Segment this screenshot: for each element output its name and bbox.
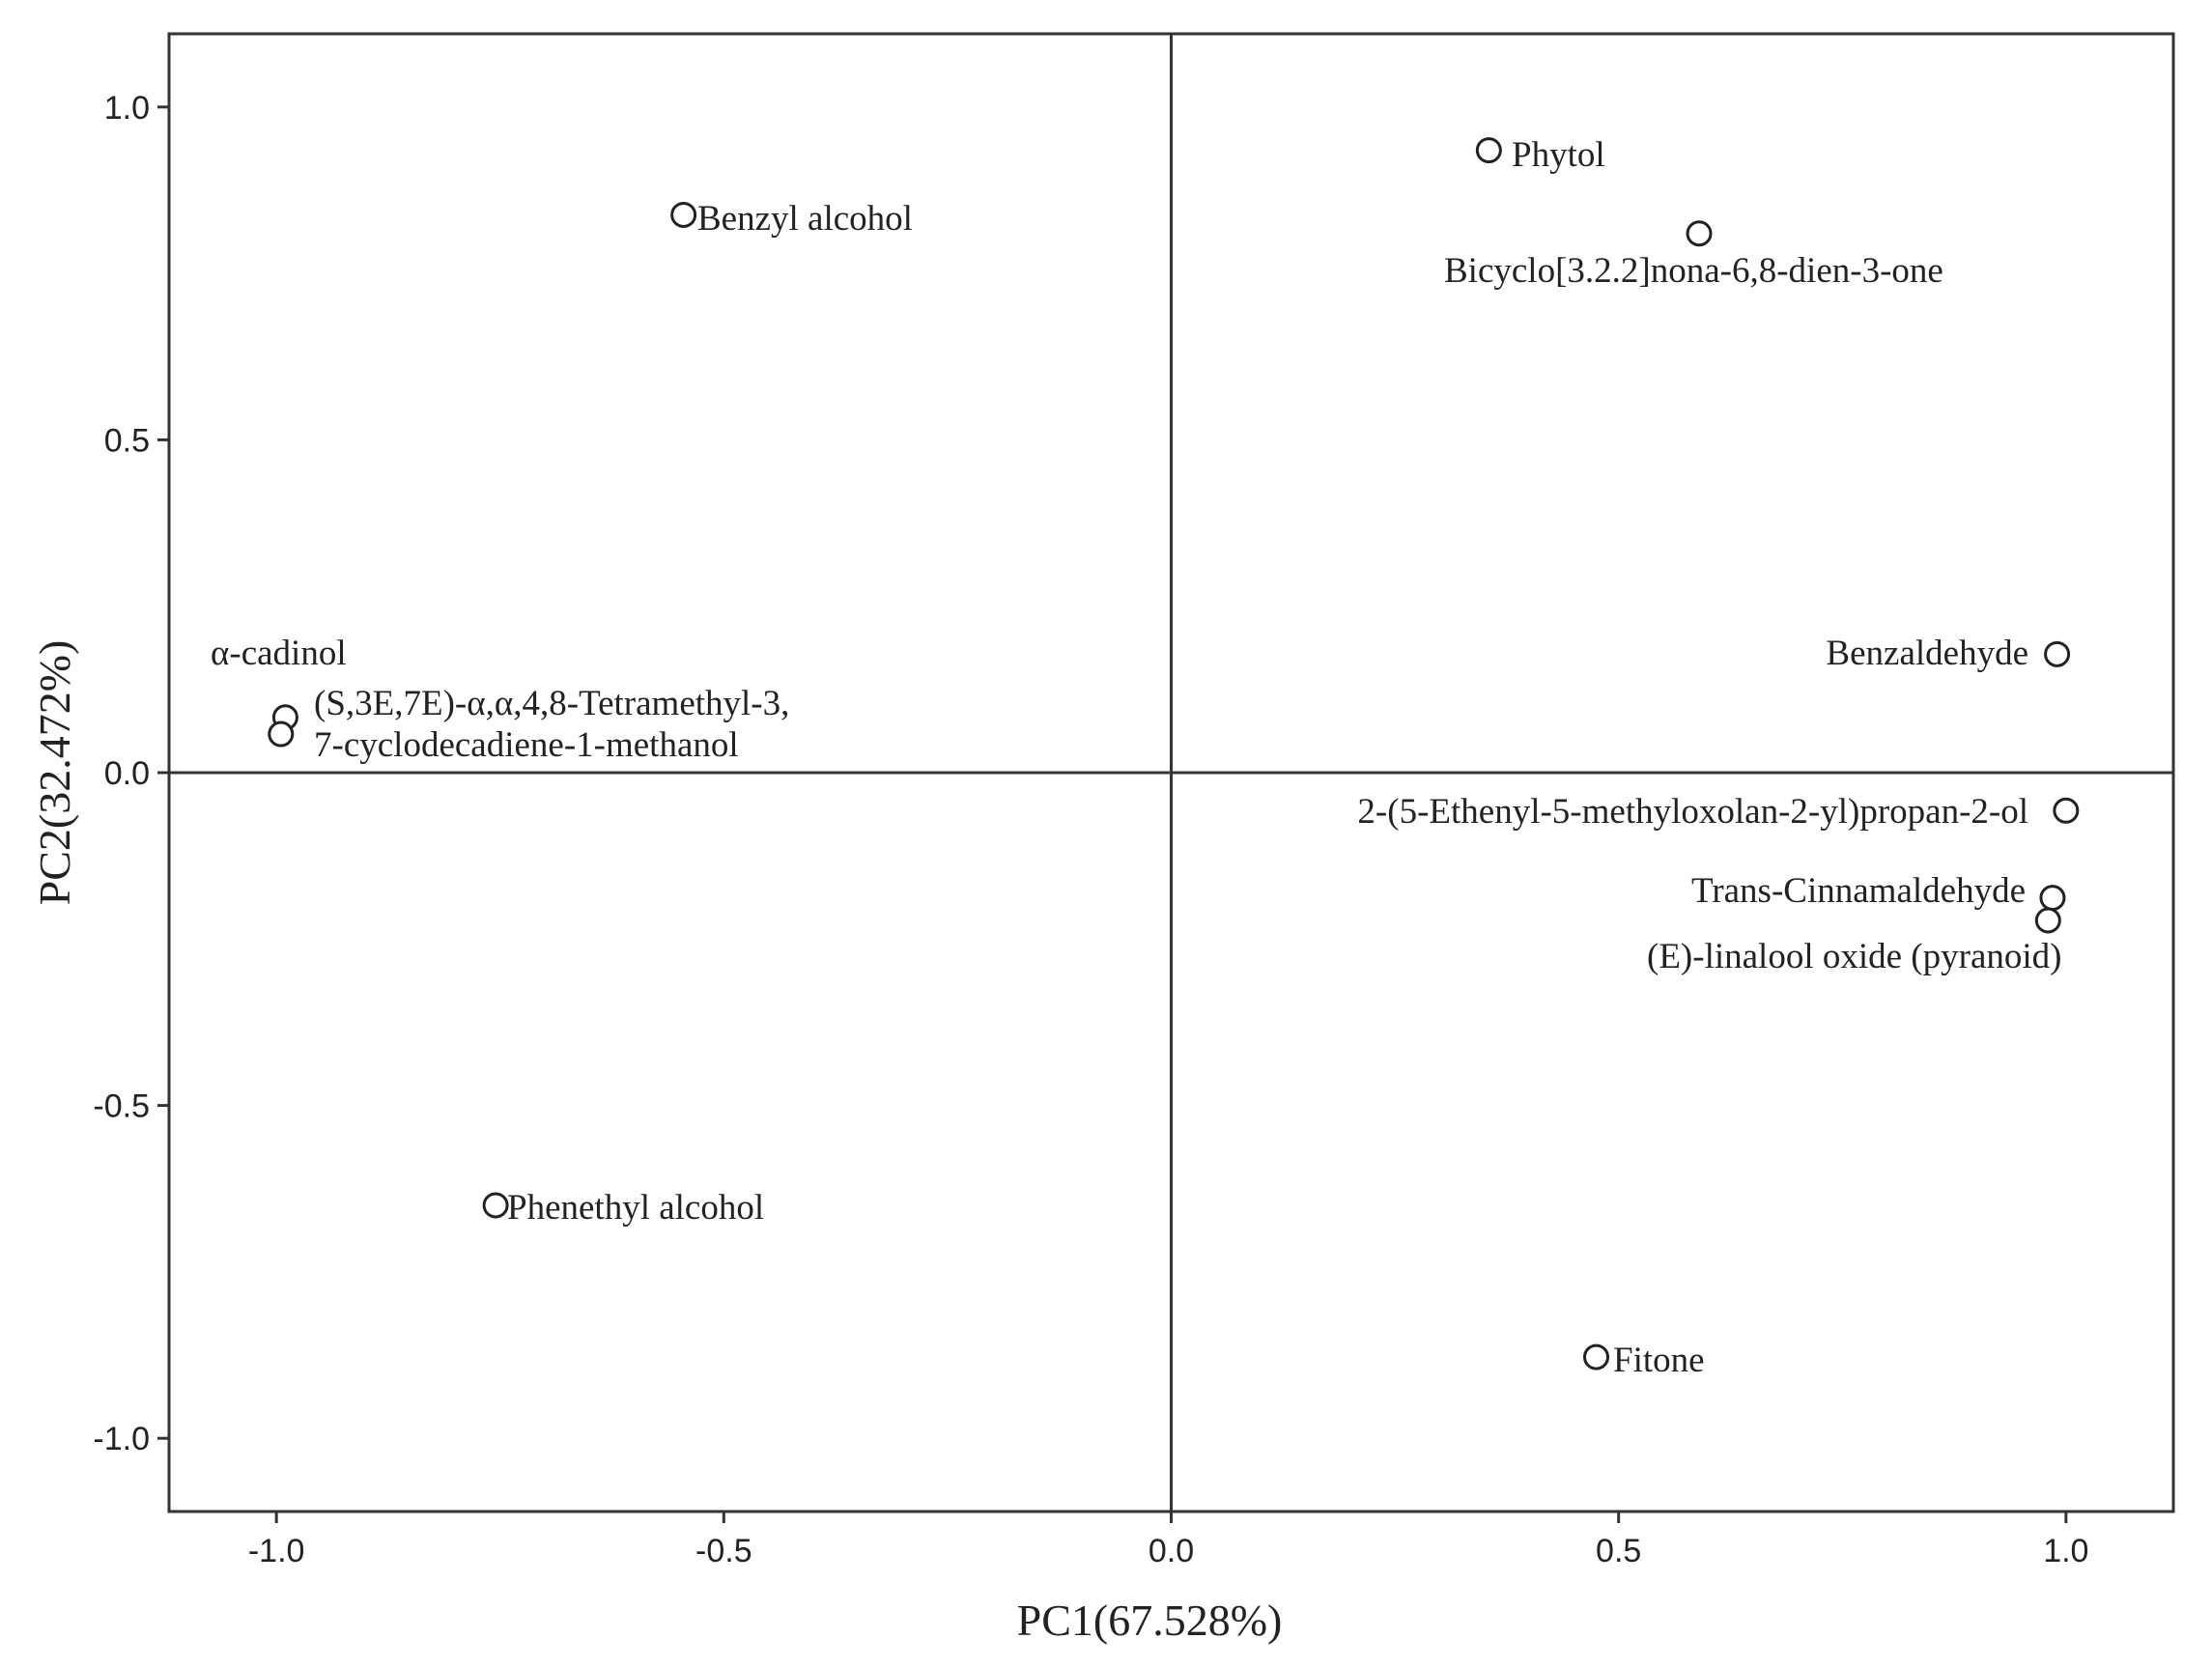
point-label: Bicyclo[3.2.2]nona-6,8-dien-3-one (1444, 251, 1943, 291)
data-point (2053, 797, 2080, 824)
data-point (2039, 885, 2066, 912)
data-points (268, 137, 2080, 1370)
y-tick-label: 1.0 (104, 90, 150, 127)
data-point (268, 720, 295, 748)
y-tick-label: 0.0 (104, 755, 150, 792)
point-label: Fitone (1613, 1341, 1705, 1380)
data-point (1583, 1343, 1610, 1370)
x-tick-label: -1.0 (248, 1533, 305, 1569)
y-axis-ticks: 1.0 0.5 0.0 -0.5 -1.0 (93, 90, 169, 1457)
point-label: Phytol (1512, 135, 1605, 175)
point-label: Trans-Cinnamaldehyde (1691, 871, 2026, 911)
y-axis-title: PC2(32.472%) (30, 640, 79, 906)
point-label: (E)-linalool oxide (pyranoid) (1647, 937, 2061, 976)
point-label: α-cadinol (211, 634, 347, 673)
data-point (2044, 640, 2071, 667)
x-axis-title: PC1(67.528%) (1017, 1596, 1283, 1645)
point-label: (S,3E,7E)-α,α,4,8-Tetramethyl-3, (314, 684, 789, 723)
point-label: Phenethyl alcohol (507, 1188, 764, 1228)
y-tick-label: -1.0 (93, 1421, 150, 1457)
point-labels: Phytol Bicyclo[3.2.2]nona-6,8-dien-3-one B… (211, 135, 2061, 1380)
point-label: 7-cyclodecadiene-1-methanol (314, 725, 739, 765)
data-point (1686, 220, 1713, 247)
y-tick-label: 0.5 (104, 422, 150, 459)
x-tick-label: 0.0 (1149, 1533, 1194, 1569)
point-label: Benzyl alcohol (697, 199, 913, 239)
x-tick-label: -0.5 (695, 1533, 752, 1569)
point-label: Benzaldehyde (1826, 634, 2028, 673)
data-point (670, 201, 697, 228)
x-axis-ticks: -1.0 -0.5 0.0 0.5 1.0 (248, 1512, 2088, 1569)
x-tick-label: 0.5 (1596, 1533, 1641, 1569)
data-point (2034, 907, 2061, 934)
x-tick-label: 1.0 (2043, 1533, 2088, 1569)
point-label: 2-(5-Ethenyl-5-methyloxolan-2-yl)propan-… (1357, 792, 2028, 832)
y-tick-label: -0.5 (93, 1088, 150, 1125)
data-point (1475, 137, 1502, 164)
data-point (482, 1192, 509, 1219)
